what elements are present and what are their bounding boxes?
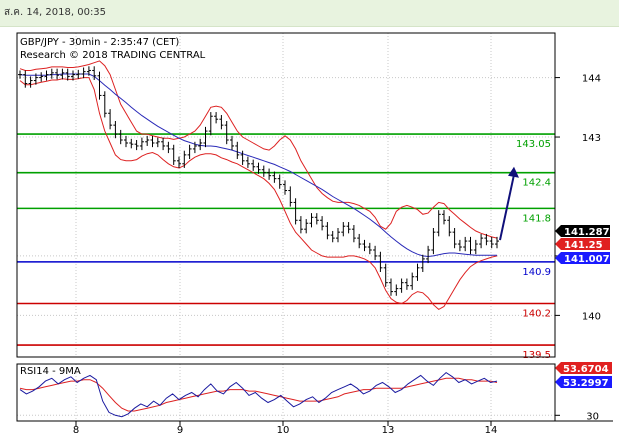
bollinger-upper-line [19, 60, 498, 239]
top-date-bar: ส.ค. 14, 2018, 00:35 [0, 0, 619, 27]
price-tag-label: 141.25 [564, 240, 603, 251]
forecast-arrow-head [508, 166, 519, 178]
price-tag [561, 238, 610, 250]
main-panel-frame [16, 32, 556, 358]
y-tick-label: 144 [582, 74, 601, 85]
bollinger-lower-line [19, 77, 498, 311]
y-tick-label: 143 [582, 133, 601, 144]
price-tag [561, 225, 610, 237]
level-label: 143.05 [516, 139, 551, 150]
level-label: 140.2 [522, 308, 551, 319]
x-tick-label: 10 [277, 425, 290, 436]
rsi-value-tag-label: 53.2997 [563, 378, 609, 389]
chart-subtitle: Research © 2018 TRADING CENTRAL [20, 50, 206, 61]
rsi-ma-line [19, 377, 498, 412]
level-label: 139.5 [522, 350, 551, 361]
rsi-value-tag-pointer [555, 362, 561, 374]
price-tag-label: 141.287 [564, 227, 610, 238]
rsi-line [19, 371, 498, 418]
price-tag-pointer [555, 225, 561, 237]
rsi-value-tag-label: 53.6704 [563, 364, 609, 375]
rsi-y-tick-label: 30 [586, 411, 599, 422]
price-tag-pointer [555, 252, 561, 264]
chart-title: GBP/JPY - 30min - 2:35:47 (CET) [20, 37, 179, 48]
price-tag-pointer [555, 238, 561, 250]
price-tag [561, 252, 610, 264]
level-label: 140.9 [522, 267, 551, 278]
y-tick-label: 140 [582, 311, 601, 322]
x-tick-label: 13 [382, 425, 395, 436]
rsi-value-tag [561, 362, 612, 374]
price-tag-label: 141.007 [564, 254, 610, 265]
rsi-title: RSI14 - 9MA [20, 366, 81, 377]
chart-date-label: ส.ค. 14, 2018, 00:35 [4, 7, 107, 18]
rsi-value-tag-pointer [555, 376, 561, 388]
x-tick-label: 9 [177, 425, 183, 436]
level-label: 141.8 [522, 213, 551, 224]
x-tick-label: 14 [485, 425, 498, 436]
rsi-value-tag [561, 376, 612, 388]
forecast-arrow-line [499, 174, 515, 241]
rsi-panel-frame [16, 363, 556, 422]
x-tick-label: 8 [73, 425, 79, 436]
level-label: 142.4 [522, 178, 551, 189]
